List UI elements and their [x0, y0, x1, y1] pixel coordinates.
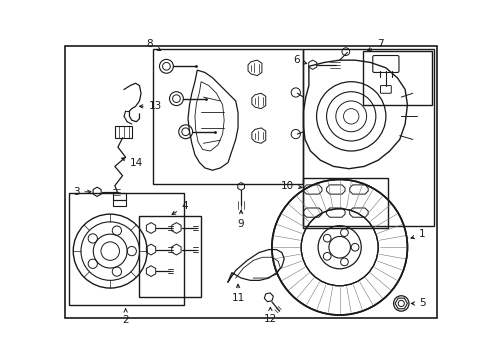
Text: 4: 4	[172, 202, 189, 215]
Text: 6: 6	[293, 55, 307, 65]
Text: 11: 11	[231, 284, 245, 303]
Bar	[140, 216, 201, 297]
Bar	[303, 178, 388, 228]
Bar	[363, 51, 432, 105]
Bar	[113, 199, 126, 206]
Text: 7: 7	[368, 39, 383, 51]
Bar	[69, 193, 184, 305]
Bar	[303, 49, 435, 226]
Text: 3: 3	[73, 187, 91, 197]
Text: 8: 8	[147, 39, 161, 50]
Text: 14: 14	[122, 158, 144, 167]
Text: 12: 12	[264, 307, 277, 324]
Text: 10: 10	[280, 181, 302, 191]
Bar	[153, 49, 303, 184]
Text: 2: 2	[122, 309, 129, 325]
Text: 13: 13	[140, 101, 162, 111]
Text: 1: 1	[411, 229, 426, 239]
Bar	[113, 193, 126, 199]
Text: 9: 9	[238, 210, 245, 229]
Text: 5: 5	[411, 298, 426, 309]
Bar	[115, 126, 132, 138]
